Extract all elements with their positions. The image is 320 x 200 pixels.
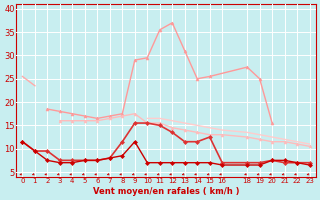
X-axis label: Vent moyen/en rafales ( km/h ): Vent moyen/en rafales ( km/h ): [93, 187, 239, 196]
